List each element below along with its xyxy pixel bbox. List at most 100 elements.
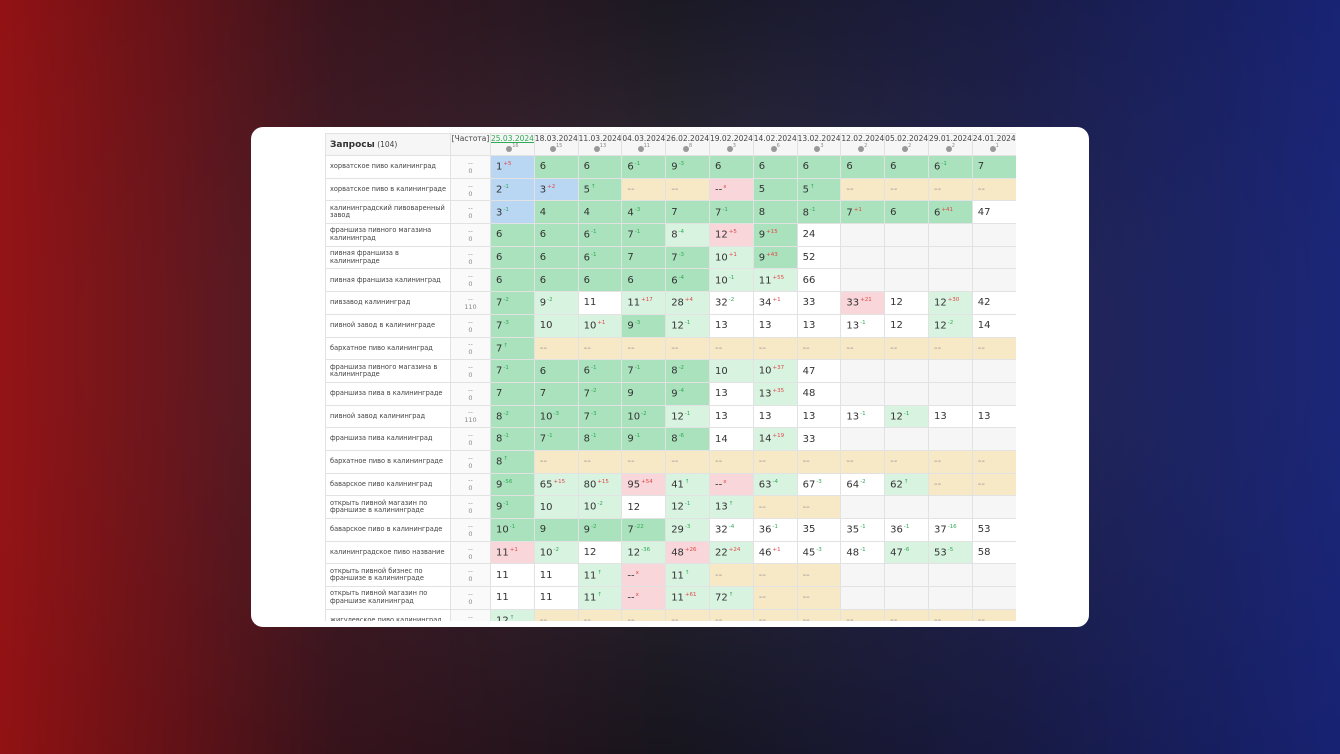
date[interactable]: 25.03.2024 xyxy=(491,134,534,144)
position-value: 13 xyxy=(714,320,728,332)
position-value: 6 xyxy=(846,161,853,173)
position-value: 47 xyxy=(890,547,903,559)
position: -- xyxy=(840,608,886,621)
frequency: --0 xyxy=(450,586,491,610)
position-value: 36 xyxy=(758,524,772,536)
position-value: 37 xyxy=(933,524,947,536)
query: жигулевское пиво калининград xyxy=(325,608,451,621)
position-value: 11 xyxy=(539,569,553,581)
position-value: -- xyxy=(627,615,635,621)
freq-value: -- xyxy=(468,476,473,485)
date-count: 6 xyxy=(754,143,796,152)
position-value: 11 xyxy=(583,569,597,581)
card: Запросы (104) [Частота] 25.03.2024 16 18.03.… xyxy=(251,127,1089,627)
position-value: 13 xyxy=(802,320,816,332)
position-change: -3 xyxy=(634,206,641,213)
position-value: 11 xyxy=(671,569,684,581)
position-value: 7 xyxy=(714,206,722,218)
position: 11 xyxy=(490,586,535,610)
row: баварское пиво калининград -- 0 9-56 65+15 80… xyxy=(325,472,1016,497)
position: 7-2 xyxy=(577,381,623,406)
frequency: --0 xyxy=(450,472,491,497)
date: 04.03.2024 xyxy=(622,134,666,144)
position: --x xyxy=(621,563,667,588)
position-value: 12 xyxy=(496,615,509,621)
position-change: -2 xyxy=(503,410,509,417)
position: 9 xyxy=(533,518,579,542)
position-change: -1 xyxy=(634,229,641,236)
position-value: 6 xyxy=(539,229,547,241)
position-value: 12 xyxy=(890,320,903,332)
position-change: -1 xyxy=(634,365,641,372)
position: 9+43 xyxy=(752,245,798,270)
position-value: 12 xyxy=(890,297,903,309)
freq-count: 0 xyxy=(468,393,473,402)
row: хорватское пиво в калининграде -- 0 2-1 3+2 5… xyxy=(325,177,1016,202)
position-value: 9 xyxy=(539,524,547,536)
query: открыть пивной магазин по франшизе калин… xyxy=(325,586,451,610)
position-value: -- xyxy=(671,184,679,196)
position-value: -- xyxy=(758,615,766,621)
position-value: -- xyxy=(714,342,723,354)
position: 62↑ xyxy=(884,472,929,497)
position-value: 8 xyxy=(671,365,678,377)
position: 52 xyxy=(796,245,842,270)
position-value: 10 xyxy=(496,524,509,536)
position-value: 4 xyxy=(539,206,547,218)
position: -- xyxy=(971,449,1016,474)
position xyxy=(884,427,929,451)
position: 32-2 xyxy=(708,291,754,315)
count: 3 xyxy=(732,143,736,149)
date: 19.02.2024 xyxy=(709,134,753,144)
query: пивная франшиза в калининграде xyxy=(325,245,451,270)
position-value: 6 xyxy=(627,161,634,173)
position: 6 xyxy=(533,223,579,247)
position: -- xyxy=(577,336,623,361)
position: 8-4 xyxy=(665,223,710,247)
position: 10+1 xyxy=(577,313,623,338)
position: -- xyxy=(752,586,798,610)
position-value: -- xyxy=(977,478,985,490)
position: 12↑ xyxy=(490,608,535,621)
position-value: -- xyxy=(671,615,679,621)
position: 7 xyxy=(533,381,579,406)
position-value: -- xyxy=(583,456,591,468)
position-change: -1 xyxy=(509,524,516,531)
position: -- xyxy=(971,608,1016,621)
position-value: 11 xyxy=(627,297,641,309)
position: 8-2 xyxy=(490,404,535,429)
position: 6-4 xyxy=(665,268,710,293)
position: 7-3 xyxy=(577,404,623,429)
date-count: 1 xyxy=(973,143,1015,152)
position-value: 12 xyxy=(671,411,684,423)
position: 13+35 xyxy=(752,381,798,406)
position-value: 12 xyxy=(627,501,641,513)
position: 12-1 xyxy=(665,495,710,519)
position: 13-1 xyxy=(840,404,886,429)
position: 13 xyxy=(971,404,1016,429)
position-value: 33 xyxy=(802,297,816,309)
position: 13-1 xyxy=(840,313,886,338)
freq-value: -- xyxy=(468,181,473,190)
position-change: +41 xyxy=(941,206,953,213)
date-header: 29.01.2024 2 xyxy=(927,133,973,156)
position-value: 10 xyxy=(583,320,597,332)
icon xyxy=(550,145,556,152)
position: -- xyxy=(971,177,1016,202)
icon xyxy=(726,145,733,152)
query: калининградское пиво название xyxy=(325,540,451,565)
position: 12-2 xyxy=(927,313,973,338)
position-value: 14 xyxy=(977,320,991,332)
position: 7-1 xyxy=(708,200,754,225)
freq-value: -- xyxy=(468,589,473,598)
position-value: 41 xyxy=(671,479,684,491)
position xyxy=(884,359,929,383)
position-value: 12 xyxy=(671,320,684,332)
icon xyxy=(593,145,600,152)
freq-count: 0 xyxy=(468,234,473,243)
row: калининградское пиво название -- 0 11+1 10-2… xyxy=(325,540,1016,565)
position: 7-1 xyxy=(533,427,579,451)
position-value: -- xyxy=(890,184,898,196)
position: 22+24 xyxy=(708,540,754,565)
position-value: -- xyxy=(846,615,854,621)
